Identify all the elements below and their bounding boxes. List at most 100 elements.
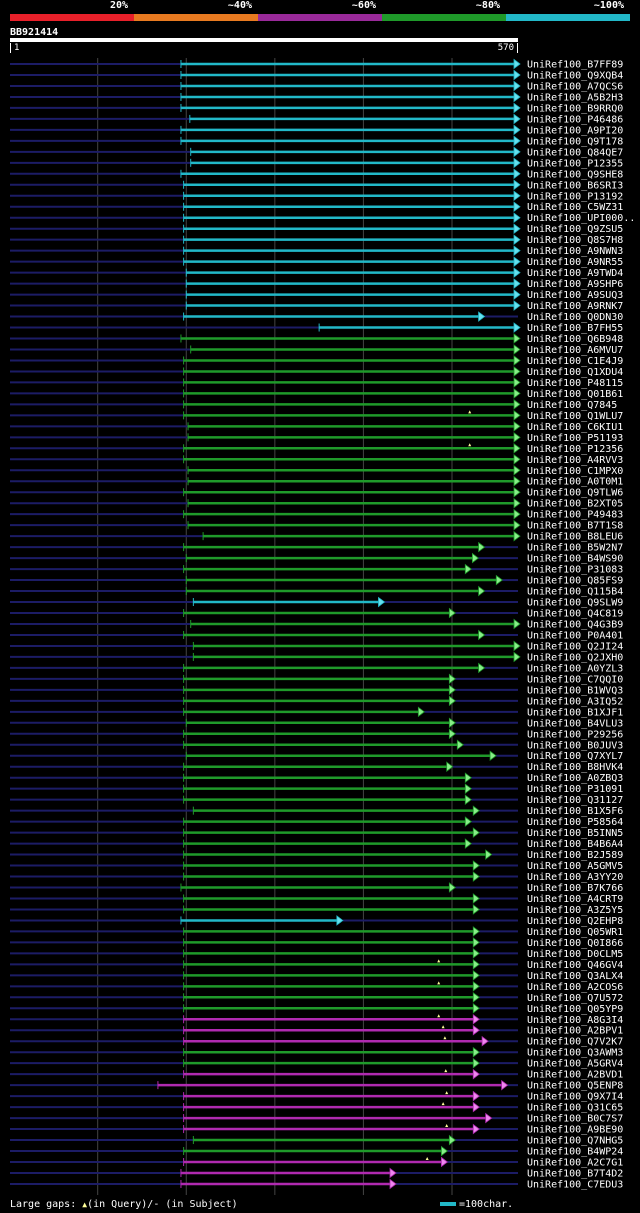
hit-label[interactable]: UniRef100_B4B6A4 xyxy=(527,839,623,850)
hit-label[interactable]: UniRef100_P0A401 xyxy=(527,630,623,641)
hit-label[interactable]: UniRef100_A9NWN3 xyxy=(527,246,623,257)
hit-label[interactable]: UniRef100_B0JUV3 xyxy=(527,740,623,751)
hit-label[interactable]: UniRef100_B7K766 xyxy=(527,883,623,894)
hit-label[interactable]: UniRef100_A5B2H3 xyxy=(527,92,623,103)
hit-label[interactable]: UniRef100_C6KIU1 xyxy=(527,422,623,433)
hit-label[interactable]: UniRef100_A9PI20 xyxy=(527,125,623,136)
hit-label[interactable]: UniRef100_A9RNK7 xyxy=(527,301,623,312)
hit-label[interactable]: UniRef100_Q9T178 xyxy=(527,136,623,147)
hit-label[interactable]: UniRef100_Q2JI24 xyxy=(527,641,623,652)
hit-label[interactable]: UniRef100_Q31127 xyxy=(527,795,623,806)
hit-label[interactable]: UniRef100_Q9ZSU5 xyxy=(527,224,623,235)
hit-label[interactable]: UniRef100_Q9SHE8 xyxy=(527,169,623,180)
hit-label[interactable]: UniRef100_A3IQ52 xyxy=(527,696,623,707)
hit-label[interactable]: UniRef100_A4CRT9 xyxy=(527,894,623,905)
hit-label[interactable]: UniRef100_Q2JXH0 xyxy=(527,652,623,663)
hit-label[interactable]: UniRef100_Q7845 xyxy=(527,400,617,411)
hit-label[interactable]: UniRef100_A9BE90 xyxy=(527,1125,623,1136)
hit-label[interactable]: UniRef100_B0C7S7 xyxy=(527,1114,623,1125)
hit-label[interactable]: UniRef100_B2J589 xyxy=(527,850,623,861)
hit-label[interactable]: UniRef100_Q3AWM3 xyxy=(527,1048,623,1059)
hit-label[interactable]: UniRef100_Q4C819 xyxy=(527,609,623,620)
hit-label[interactable]: UniRef100_P12355 xyxy=(527,158,623,169)
hit-label[interactable]: UniRef100_C7EDU3 xyxy=(527,1179,623,1190)
hit-label[interactable]: UniRef100_P49483 xyxy=(527,510,623,521)
hit-label[interactable]: UniRef100_B8LEU6 xyxy=(527,532,623,543)
hit-label[interactable]: UniRef100_A3YY20 xyxy=(527,872,623,883)
hit-label[interactable]: UniRef100_Q7U572 xyxy=(527,993,623,1004)
hit-label[interactable]: UniRef100_P29256 xyxy=(527,729,623,740)
hit-label[interactable]: UniRef100_A9SHP6 xyxy=(527,279,623,290)
hit-label[interactable]: UniRef100_B4WS90 xyxy=(527,554,623,565)
hit-label[interactable]: UniRef100_Q01B61 xyxy=(527,389,623,400)
hit-label[interactable]: UniRef100_P51193 xyxy=(527,433,623,444)
hit-label[interactable]: UniRef100_B4VLU3 xyxy=(527,718,623,729)
hit-label[interactable]: UniRef100_C7QQI0 xyxy=(527,674,623,685)
hit-label[interactable]: UniRef100_D0CLM5 xyxy=(527,949,623,960)
hit-label[interactable]: UniRef100_Q8S7H8 xyxy=(527,235,623,246)
hit-label[interactable]: UniRef100_A2BPV1 xyxy=(527,1026,623,1037)
hit-label[interactable]: UniRef100_A2C7G1 xyxy=(527,1158,623,1169)
hit-label[interactable]: UniRef100_A5GMV5 xyxy=(527,861,623,872)
hit-label[interactable]: UniRef100_C5WZ31 xyxy=(527,202,623,213)
hit-label[interactable]: UniRef100_C1E4J9 xyxy=(527,356,623,367)
hit-label[interactable]: UniRef100_C1MPX0 xyxy=(527,466,623,477)
hit-label[interactable]: UniRef100_P58564 xyxy=(527,817,623,828)
hit-label[interactable]: UniRef100_Q3ALX4 xyxy=(527,971,623,982)
hit-label[interactable]: UniRef100_P46486 xyxy=(527,114,623,125)
hit-label[interactable]: UniRef100_B1WVQ3 xyxy=(527,685,623,696)
hit-label[interactable]: UniRef100_A4RVV3 xyxy=(527,455,623,466)
hit-label[interactable]: UniRef100_B6SRI3 xyxy=(527,180,623,191)
hit-label[interactable]: UniRef100_P31091 xyxy=(527,784,623,795)
hit-label[interactable]: UniRef100_Q1XDU4 xyxy=(527,367,623,378)
hit-label[interactable]: UniRef100_A9NR55 xyxy=(527,257,623,268)
hit-label[interactable]: UniRef100_B5INN5 xyxy=(527,828,623,839)
hit-label[interactable]: UniRef100_Q7V2K7 xyxy=(527,1037,623,1048)
hit-label[interactable]: UniRef100_Q05WR1 xyxy=(527,927,623,938)
hit-label[interactable]: UniRef100_A8G3I4 xyxy=(527,1015,623,1026)
hit-label[interactable]: UniRef100_Q2EHP8 xyxy=(527,916,623,927)
hit-label[interactable]: UniRef100_Q7NHG5 xyxy=(527,1136,623,1147)
hit-label[interactable]: UniRef100_Q0I866 xyxy=(527,938,623,949)
hit-label[interactable]: UniRef100_B8HVK4 xyxy=(527,762,623,773)
hit-label[interactable]: UniRef100_A5GRV4 xyxy=(527,1059,623,1070)
hit-label[interactable]: UniRef100_B1XJF1 xyxy=(527,707,623,718)
hit-label[interactable]: UniRef100_A0YZL3 xyxy=(527,663,623,674)
hit-label[interactable]: UniRef100_B7T1S8 xyxy=(527,521,623,532)
hit-label[interactable]: UniRef100_B2XT05 xyxy=(527,499,623,510)
hit-label[interactable]: UniRef100_Q9X7I4 xyxy=(527,1092,623,1103)
hit-label[interactable]: UniRef100_Q9XQB4 xyxy=(527,70,623,81)
hit-label[interactable]: UniRef100_A0T0M1 xyxy=(527,477,623,488)
hit-label[interactable]: UniRef100_A9SUQ3 xyxy=(527,290,623,301)
hit-label[interactable]: UniRef100_A2BVD1 xyxy=(527,1070,623,1081)
hit-label[interactable]: UniRef100_Q115B4 xyxy=(527,587,623,598)
hit-label[interactable]: UniRef100_Q9SLW9 xyxy=(527,598,623,609)
hit-label[interactable]: UniRef100_Q46GV4 xyxy=(527,960,623,971)
hit-label[interactable]: UniRef100_P12356 xyxy=(527,444,623,455)
hit-label[interactable]: UniRef100_P13192 xyxy=(527,191,623,202)
hit-label[interactable]: UniRef100_B7T4D2 xyxy=(527,1168,623,1179)
hit-label[interactable]: UniRef100_A9TWD4 xyxy=(527,268,623,279)
hit-label[interactable]: UniRef100_A3Z5Y5 xyxy=(527,905,623,916)
hit-label[interactable]: UniRef100_P31083 xyxy=(527,565,623,576)
hit-label[interactable]: UniRef100_A7QCS6 xyxy=(527,81,623,92)
hit-label[interactable]: UniRef100_Q1WLU7 xyxy=(527,411,623,422)
hit-label[interactable]: UniRef100_A0ZBQ3 xyxy=(527,773,623,784)
hit-label[interactable]: UniRef100_A2COS6 xyxy=(527,982,623,993)
hit-label[interactable]: UniRef100_Q0DN30 xyxy=(527,312,623,323)
hit-label[interactable]: UniRef100_B7FF89 xyxy=(527,60,623,71)
hit-label[interactable]: UniRef100_B4WP24 xyxy=(527,1147,623,1158)
hit-label[interactable]: UniRef100_B1X5F6 xyxy=(527,806,623,817)
hit-label[interactable]: UniRef100_UPI000.. xyxy=(527,213,635,224)
hit-label[interactable]: UniRef100_Q4G3B9 xyxy=(527,619,623,630)
hit-label[interactable]: UniRef100_Q05YP9 xyxy=(527,1004,623,1015)
hit-label[interactable]: UniRef100_Q5ENP8 xyxy=(527,1081,623,1092)
hit-label[interactable]: UniRef100_B5W2N7 xyxy=(527,543,623,554)
hit-label[interactable]: UniRef100_Q85FS9 xyxy=(527,576,623,587)
hit-label[interactable]: UniRef100_Q7XYL7 xyxy=(527,751,623,762)
hit-label[interactable]: UniRef100_Q9TLW6 xyxy=(527,488,623,499)
hit-label[interactable]: UniRef100_P48115 xyxy=(527,378,623,389)
hit-label[interactable]: UniRef100_Q6B948 xyxy=(527,334,623,345)
hit-label[interactable]: UniRef100_A6MVU7 xyxy=(527,345,623,356)
hit-label[interactable]: UniRef100_B7FH55 xyxy=(527,323,623,334)
